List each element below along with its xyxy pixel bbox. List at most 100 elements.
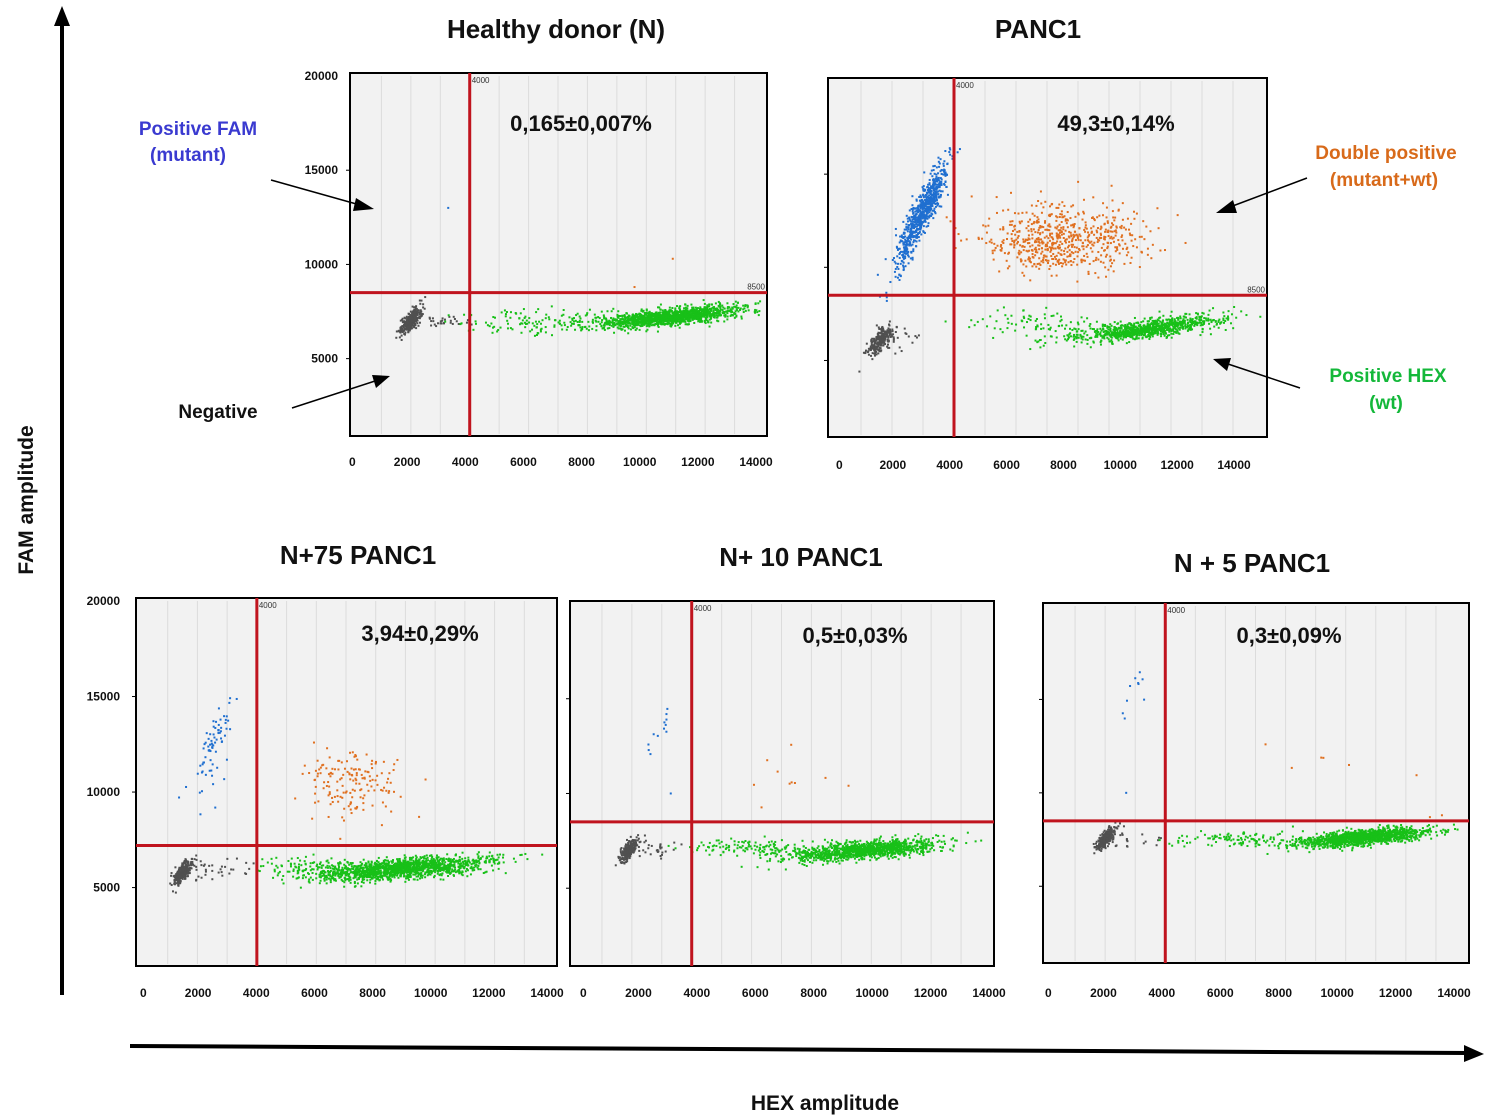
droplet-negative — [416, 319, 419, 322]
droplet-mutant — [906, 252, 909, 255]
droplet-wt — [493, 325, 496, 328]
droplet-double — [1143, 238, 1146, 241]
droplet-wt — [672, 322, 675, 325]
droplet-wt — [1154, 319, 1157, 322]
droplet-double — [1026, 250, 1029, 253]
droplet-double — [1042, 241, 1045, 244]
droplet-wt — [1119, 327, 1122, 330]
droplet-wt — [1029, 315, 1032, 318]
droplet-negative — [418, 299, 421, 302]
droplet-double — [1002, 226, 1005, 229]
droplet-negative — [197, 875, 200, 878]
droplet-mutant — [904, 252, 907, 255]
droplet-wt — [538, 320, 541, 323]
droplet-wt — [701, 310, 704, 313]
droplet-wt — [524, 315, 527, 318]
droplet-negative — [202, 864, 205, 867]
droplet-wt — [668, 317, 671, 320]
droplet-mutant — [944, 172, 947, 175]
droplet-wt — [629, 317, 632, 320]
droplet-negative — [186, 875, 189, 878]
droplet-mutant — [929, 189, 932, 192]
droplet-wt — [1092, 340, 1095, 343]
droplet-mutant — [933, 172, 936, 175]
droplet-wt — [689, 310, 692, 313]
droplet-double — [1031, 255, 1034, 258]
droplet-wt — [1204, 317, 1207, 320]
droplet-wt — [1162, 326, 1165, 329]
droplet-wt — [684, 303, 687, 306]
droplet-wt — [634, 322, 637, 325]
droplet-mutant — [905, 223, 908, 226]
droplet-wt — [1227, 310, 1230, 313]
droplet-wt — [705, 319, 708, 322]
droplet-mutant — [899, 262, 902, 265]
droplet-negative — [395, 330, 398, 333]
droplet-wt — [1020, 319, 1023, 322]
droplet-wt — [620, 328, 623, 331]
droplet-wt — [1138, 332, 1141, 335]
droplet-negative — [191, 860, 194, 863]
droplet-mutant — [914, 213, 917, 216]
droplet-negative — [178, 878, 181, 881]
droplet-double — [957, 233, 960, 236]
droplet-wt — [668, 315, 671, 318]
droplet-wt — [571, 319, 574, 322]
droplet-mutant — [948, 147, 951, 150]
droplet-wt — [640, 318, 643, 321]
droplet-mutant — [904, 265, 907, 268]
droplet-wt — [1159, 320, 1162, 323]
droplet-mutant — [932, 217, 935, 220]
droplet-double — [1026, 239, 1029, 242]
droplet-mutant — [919, 228, 922, 231]
droplet-negative — [180, 873, 183, 876]
droplet-mutant — [918, 217, 921, 220]
droplet-wt — [617, 327, 620, 330]
droplet-double — [1069, 253, 1072, 256]
droplet-wt — [617, 320, 620, 323]
droplet-mutant — [884, 258, 887, 261]
droplet-mutant — [893, 270, 896, 273]
droplet-wt — [1127, 333, 1130, 336]
droplet-double — [1038, 257, 1041, 260]
droplet-wt — [746, 306, 749, 309]
droplet-double — [1130, 222, 1133, 225]
x-tick-label: 10000 — [1104, 458, 1138, 472]
droplet-wt — [560, 324, 563, 327]
droplet-mutant — [914, 210, 917, 213]
droplet-negative — [879, 337, 882, 340]
droplet-negative — [877, 326, 880, 329]
droplet-mutant — [897, 267, 900, 270]
droplet-wt — [1072, 335, 1075, 338]
droplet-wt — [1153, 326, 1156, 329]
droplet-double — [1087, 270, 1090, 273]
droplet-mutant — [922, 225, 925, 228]
droplet-wt — [1222, 321, 1225, 324]
droplet-negative — [889, 328, 892, 331]
droplet-double — [1052, 258, 1055, 261]
droplet-wt — [509, 316, 512, 319]
droplet-wt — [639, 315, 642, 318]
droplet-double — [1082, 198, 1085, 201]
droplet-wt — [1124, 334, 1127, 337]
droplet-mutant — [912, 220, 915, 223]
droplet-wt — [737, 310, 740, 313]
droplet-negative — [412, 320, 415, 323]
droplet-wt — [1177, 323, 1180, 326]
droplet-double — [1085, 227, 1088, 230]
droplet-double — [1067, 261, 1070, 264]
droplet-negative — [177, 879, 180, 882]
droplet-negative — [878, 338, 881, 341]
droplet-double — [1046, 241, 1049, 244]
droplet-wt — [600, 324, 603, 327]
droplet-wt — [1144, 326, 1147, 329]
droplet-wt — [694, 306, 697, 309]
droplet-double — [1090, 240, 1093, 243]
droplet-mutant — [935, 185, 938, 188]
droplet-double — [1046, 245, 1049, 248]
droplet-double — [1048, 229, 1051, 232]
droplet-wt — [658, 306, 661, 309]
droplet-negative — [178, 871, 181, 874]
droplet-wt — [1122, 335, 1125, 338]
droplet-wt — [704, 312, 707, 315]
